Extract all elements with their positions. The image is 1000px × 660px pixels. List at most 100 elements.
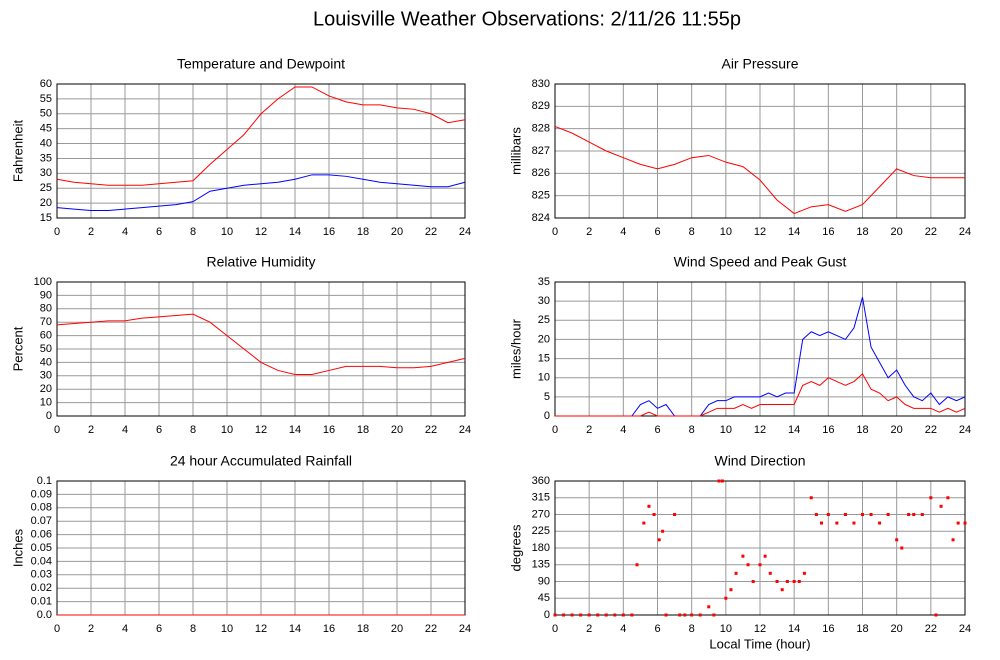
data-point (717, 479, 721, 483)
y-tick-label: 0.03 (31, 569, 52, 581)
data-point (886, 513, 890, 516)
data-point (647, 504, 651, 508)
data-point (929, 496, 933, 500)
data-point (741, 554, 745, 558)
x-tick-label: 2 (88, 424, 94, 436)
y-tick-label: 135 (532, 559, 550, 571)
data-point (652, 513, 656, 516)
data-point (746, 563, 750, 567)
data-point (814, 513, 818, 516)
y-tick-label: 0.0 (37, 609, 52, 621)
y-tick-label: 0.06 (31, 529, 52, 541)
x-axis-label: Local Time (hour) (709, 636, 810, 651)
y-tick-label: 826 (532, 167, 550, 179)
chart-title: Relative Humidity (207, 254, 316, 270)
x-tick-label: 2 (88, 623, 94, 635)
x-tick-label: 24 (959, 424, 971, 436)
data-point (946, 496, 950, 500)
y-tick-label: 35 (40, 152, 52, 164)
x-tick-label: 24 (459, 623, 471, 635)
data-point (729, 588, 733, 592)
x-tick-label: 18 (856, 226, 868, 238)
data-point (596, 613, 600, 617)
x-tick-label: 8 (689, 226, 695, 238)
x-tick-label: 14 (788, 226, 800, 238)
x-tick-label: 16 (822, 424, 834, 436)
x-tick-label: 16 (323, 226, 335, 238)
x-tick-label: 4 (122, 424, 128, 436)
x-tick-label: 6 (654, 226, 660, 238)
y-tick-label: 830 (532, 78, 550, 90)
x-tick-label: 2 (586, 424, 592, 436)
data-point (630, 613, 634, 617)
y-tick-label: 45 (40, 123, 52, 135)
x-tick-label: 22 (425, 424, 437, 436)
y-tick-label: 90 (40, 289, 52, 301)
data-point (763, 554, 767, 558)
y-tick-label: 0.05 (31, 542, 52, 554)
plot-frame (554, 281, 966, 417)
y-tick-label: 50 (40, 343, 52, 355)
data-point (843, 513, 847, 516)
data-point (734, 571, 738, 575)
y-tick-label: 45 (538, 592, 550, 604)
x-tick-label: 18 (357, 424, 369, 436)
data-point (895, 538, 899, 542)
data-point (920, 513, 924, 516)
y-tick-label: 180 (532, 542, 550, 554)
x-tick-label: 10 (720, 424, 732, 436)
data-point (621, 613, 625, 617)
data-point (826, 513, 830, 516)
y-tick-label: 0 (46, 410, 52, 422)
data-point (869, 513, 873, 516)
y-tick-label: 270 (532, 508, 550, 520)
x-tick-label: 20 (391, 424, 403, 436)
y-tick-label: 0.04 (31, 555, 52, 567)
data-point (579, 613, 583, 617)
data-point (570, 613, 574, 617)
x-tick-label: 2 (88, 226, 94, 238)
chart-title: Temperature and Dewpoint (177, 56, 345, 72)
y-tick-label: 90 (538, 575, 550, 587)
y-tick-label: 15 (538, 352, 550, 364)
x-tick-label: 18 (856, 623, 868, 635)
chart-title: Wind Direction (714, 453, 805, 469)
y-tick-label: 30 (40, 167, 52, 179)
data-point (768, 571, 772, 575)
data-point (712, 613, 716, 617)
x-tick-label: 22 (925, 623, 937, 635)
data-point (657, 538, 661, 542)
y-tick-label: 70 (40, 316, 52, 328)
data-point (956, 521, 960, 525)
x-tick-label: 0 (54, 623, 60, 635)
y-tick-label: 829 (532, 100, 550, 112)
data-point (907, 513, 911, 516)
x-tick-label: 20 (891, 623, 903, 635)
data-point (678, 613, 682, 617)
data-point (775, 580, 779, 583)
y-tick-label: 824 (532, 212, 550, 224)
x-tick-label: 6 (156, 226, 162, 238)
y-tick-label: 0.01 (31, 596, 52, 608)
y-tick-label: 80 (40, 303, 52, 315)
x-tick-label: 12 (255, 623, 267, 635)
x-tick-label: 24 (459, 226, 471, 238)
data-point (785, 580, 789, 583)
data-point (604, 613, 608, 617)
x-tick-label: 22 (925, 424, 937, 436)
x-tick-label: 20 (891, 424, 903, 436)
data-point (587, 613, 591, 617)
x-tick-label: 12 (754, 226, 766, 238)
x-tick-label: 6 (156, 623, 162, 635)
y-axis-label: Inches (10, 528, 25, 567)
x-tick-label: 0 (552, 424, 558, 436)
x-tick-label: 10 (221, 623, 233, 635)
data-point (780, 588, 784, 592)
y-axis-label: Percent (10, 326, 25, 371)
x-tick-label: 2 (586, 226, 592, 238)
data-line (56, 174, 466, 212)
data-point (939, 504, 943, 508)
data-line (56, 313, 466, 375)
plot-frame (56, 281, 466, 417)
